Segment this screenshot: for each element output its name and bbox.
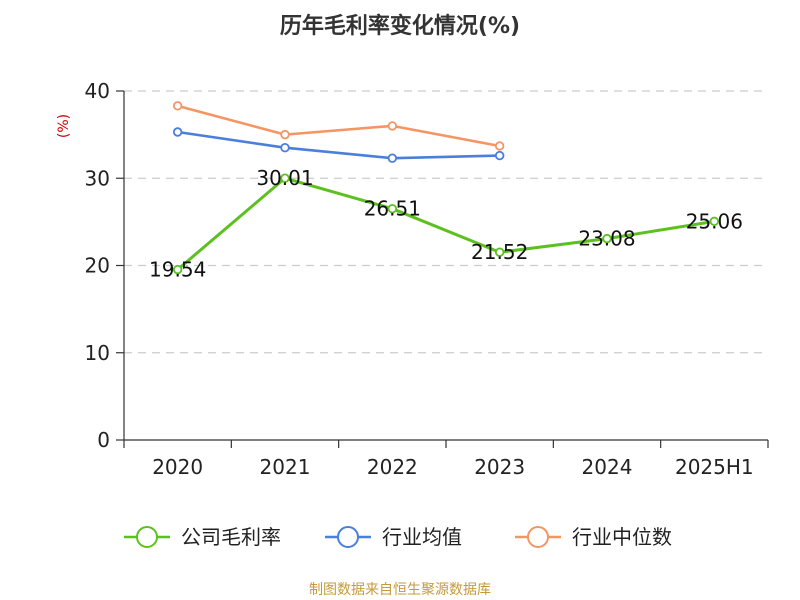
data-point	[280, 129, 290, 140]
data-point	[709, 216, 720, 227]
data-labels: 19.54 30.01 26.51 21.52 23.08 25.06	[149, 166, 743, 281]
data-point	[172, 101, 183, 111]
series-lines	[172, 101, 720, 275]
x-tick-label: 2025H1	[675, 455, 754, 479]
y-tick-label: 0	[97, 428, 110, 452]
legend-marker	[527, 526, 549, 548]
data-point	[494, 141, 505, 151]
axes: 0 10 20 30 40 2020 2021 2022 2023 2024 2025H1	[85, 79, 769, 479]
data-point	[172, 264, 183, 275]
y-axis-unit-label: (%)	[56, 114, 72, 138]
data-point	[602, 233, 612, 244]
y-tick-label: 10	[85, 341, 110, 365]
legend-label: 行业中位数	[572, 525, 672, 549]
legend-label: 公司毛利率	[181, 525, 281, 549]
data-label: 30.01	[256, 166, 313, 190]
data-point	[494, 247, 505, 257]
legend-label: 行业均值	[382, 525, 462, 549]
series-line	[176, 176, 715, 271]
data-label: 26.51	[364, 197, 421, 221]
legend-marker	[337, 526, 359, 548]
y-tick-label: 20	[85, 254, 110, 278]
source-note: 制图数据来自恒生聚源数据库	[309, 582, 491, 598]
data-point	[387, 121, 398, 131]
data-point	[280, 173, 290, 183]
data-point	[387, 204, 398, 214]
series-line	[177, 104, 500, 148]
x-tick-label: 2022	[367, 455, 418, 479]
data-label: 23.08	[578, 227, 635, 251]
x-tick-label: 2023	[474, 455, 525, 479]
legend-marker	[136, 526, 158, 548]
data-label: 25.06	[686, 209, 743, 233]
data-point	[172, 127, 183, 137]
data-label: 21.52	[471, 240, 528, 264]
series-line	[177, 130, 500, 160]
data-label: 19.54	[149, 258, 206, 282]
data-point	[387, 153, 398, 163]
grid-lines	[124, 90, 768, 354]
x-tick-label: 2021	[260, 455, 311, 479]
y-tick-label: 40	[85, 79, 110, 103]
x-tick-label: 2024	[582, 455, 633, 479]
chart-title: 历年毛利率变化情况(%)	[280, 13, 520, 39]
data-point	[280, 143, 290, 153]
data-point	[494, 150, 505, 161]
y-tick-label: 30	[85, 166, 110, 190]
legend: 公司毛利率 行业均值 行业中位数	[124, 525, 672, 549]
x-tick-label: 2020	[152, 455, 203, 479]
